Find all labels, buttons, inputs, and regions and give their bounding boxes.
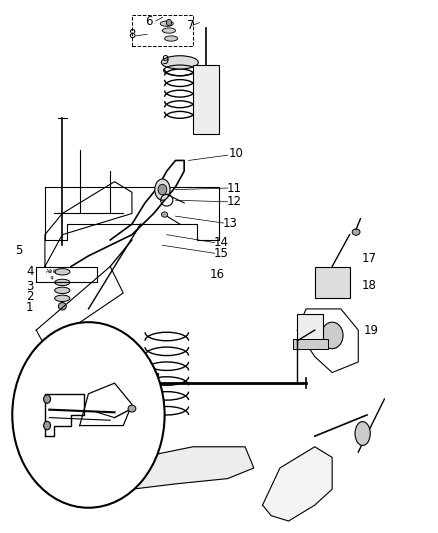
Text: 9: 9 <box>161 54 168 67</box>
Ellipse shape <box>55 287 70 294</box>
Ellipse shape <box>162 212 168 217</box>
Ellipse shape <box>55 269 70 275</box>
Circle shape <box>44 395 50 403</box>
Text: 10: 10 <box>229 147 244 160</box>
Bar <box>315 266 350 298</box>
Text: 14: 14 <box>214 236 229 249</box>
Bar <box>297 314 323 341</box>
Text: 13: 13 <box>223 216 237 230</box>
Ellipse shape <box>165 36 178 41</box>
Text: 2: 2 <box>26 290 33 303</box>
Ellipse shape <box>355 422 370 446</box>
Ellipse shape <box>161 56 198 69</box>
Text: 5: 5 <box>15 244 22 257</box>
Text: 12: 12 <box>227 195 242 208</box>
Ellipse shape <box>160 21 173 26</box>
Ellipse shape <box>55 279 70 286</box>
Polygon shape <box>97 447 254 489</box>
Text: 11: 11 <box>227 182 242 195</box>
Text: A⊕⊖
 φ: A⊕⊖ φ <box>46 269 57 280</box>
Text: 15: 15 <box>214 247 229 260</box>
Text: 8: 8 <box>128 28 136 41</box>
Ellipse shape <box>139 454 146 461</box>
Text: 7: 7 <box>187 19 194 32</box>
Ellipse shape <box>166 19 172 26</box>
Bar <box>293 339 328 349</box>
Circle shape <box>158 184 167 195</box>
Circle shape <box>12 322 165 508</box>
Text: 17: 17 <box>362 252 377 265</box>
Text: 18: 18 <box>362 279 377 292</box>
Text: 4: 4 <box>26 265 33 278</box>
Text: 16: 16 <box>209 268 224 281</box>
Bar <box>193 65 219 134</box>
Text: 6: 6 <box>145 14 153 28</box>
Ellipse shape <box>128 432 136 440</box>
Circle shape <box>44 421 50 430</box>
Ellipse shape <box>155 179 170 200</box>
Circle shape <box>321 322 343 349</box>
Ellipse shape <box>162 28 176 33</box>
Ellipse shape <box>55 295 70 302</box>
Ellipse shape <box>58 303 66 310</box>
Ellipse shape <box>128 405 136 412</box>
Text: 19: 19 <box>364 324 379 337</box>
Text: 3: 3 <box>26 280 33 293</box>
Polygon shape <box>262 447 332 521</box>
Text: 1: 1 <box>26 301 33 314</box>
Ellipse shape <box>352 229 360 235</box>
